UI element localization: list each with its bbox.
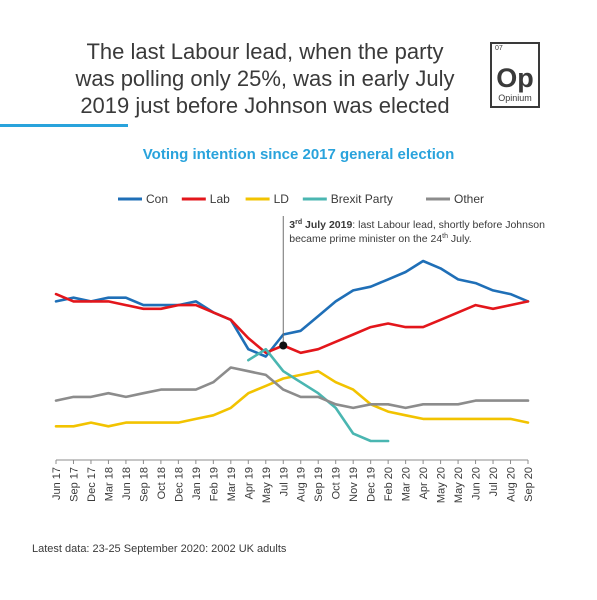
logo-number: 07 — [495, 45, 503, 52]
chart-title: Voting intention since 2017 general elec… — [142, 146, 455, 163]
x-tick-label: Mar 20 — [401, 467, 413, 501]
x-tick-label: Aug 19 — [296, 467, 308, 502]
x-tick-label: Apr 19 — [243, 467, 255, 499]
headline-line: was polling only 25%, was in early July — [75, 66, 455, 91]
x-tick-label: Dec 17 — [86, 467, 98, 502]
series-line-ld — [54, 369, 530, 428]
legend-label: Con — [146, 192, 168, 206]
headline: The last Labour lead, when the party was… — [50, 38, 480, 119]
x-tick-label: Feb 20 — [383, 467, 395, 501]
x-tick-label: May 20 — [453, 467, 465, 503]
x-tick-label: Sep 20 — [523, 467, 535, 502]
x-tick-label: Sep 17 — [68, 467, 80, 502]
x-tick-label: Oct 18 — [156, 467, 168, 499]
opinium-logo: 07 Op Opinium — [490, 42, 540, 108]
x-tick-label: Feb 19 — [208, 467, 220, 501]
annotation-text: 3rd July 2019: last Labour lead, shortly… — [289, 219, 545, 231]
x-tick-label: Sep 19 — [313, 467, 325, 502]
annotation-marker — [279, 341, 288, 350]
series-line-other — [54, 366, 530, 410]
series-line-brexit-party — [247, 347, 390, 443]
legend-label: Brexit Party — [331, 192, 393, 206]
x-tick-label: Jul 19 — [278, 467, 290, 496]
x-tick-label: Jun 20 — [471, 467, 483, 500]
x-tick-label: Apr 20 — [418, 467, 430, 499]
x-tick-label: Jun 18 — [121, 467, 133, 500]
headline-line: The last Labour lead, when the party — [86, 39, 444, 64]
x-tick-label: Sep 18 — [138, 467, 150, 502]
x-tick-label: May 19 — [261, 467, 273, 503]
legend-label: LD — [274, 192, 290, 206]
series-line-lab — [54, 292, 530, 355]
accent-bar — [0, 124, 128, 127]
series-line-con — [54, 259, 530, 358]
legend-label: Lab — [210, 192, 230, 206]
x-tick-label: Oct 19 — [331, 467, 343, 499]
x-tick-label: Jul 20 — [488, 467, 500, 496]
x-tick-label: Mar 19 — [226, 467, 238, 501]
x-tick-label: Mar 18 — [103, 467, 115, 501]
headline-line: 2019 just before Johnson was elected — [80, 93, 450, 118]
x-tick-label: Jun 17 — [51, 467, 63, 500]
footnote: Latest data: 23-25 September 2020: 2002 … — [32, 543, 287, 555]
logo-name: Opinium — [498, 93, 532, 103]
x-tick-label: Dec 18 — [173, 467, 185, 502]
x-tick-label: Jan 19 — [191, 467, 203, 500]
x-tick-label: May 20 — [436, 467, 448, 503]
annotation-text: became prime minister on the 24th July. — [289, 233, 471, 245]
x-tick-label: Aug 20 — [506, 467, 518, 502]
legend-label: Other — [454, 192, 484, 206]
x-tick-label: Dec 19 — [366, 467, 378, 502]
x-tick-label: Nov 19 — [348, 467, 360, 502]
logo-symbol: Op — [496, 63, 534, 93]
